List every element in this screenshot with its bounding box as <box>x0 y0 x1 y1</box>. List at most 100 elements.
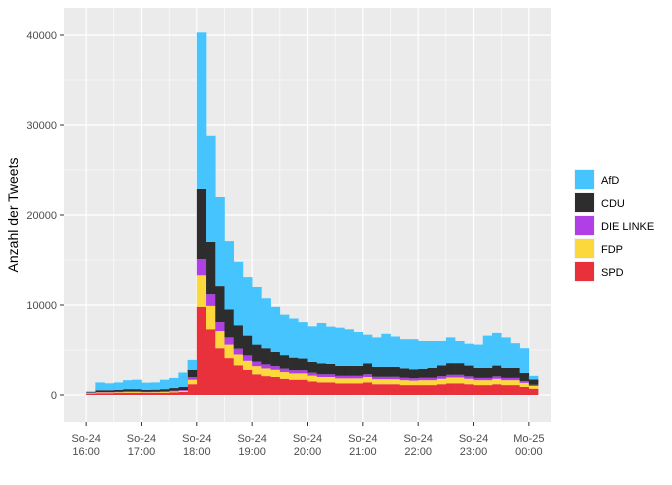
bar-segment <box>427 368 437 378</box>
bar-segment <box>105 390 115 392</box>
bar-segment <box>363 335 373 364</box>
bar-segment <box>243 336 253 356</box>
bar-segment <box>234 262 244 325</box>
bar-segment <box>326 364 336 374</box>
bar-segment <box>95 390 105 392</box>
bar-segment <box>326 327 336 364</box>
bar-segment <box>529 386 539 389</box>
bar-segment <box>317 374 327 377</box>
bar-segment <box>188 377 198 380</box>
bar-segment <box>224 358 234 395</box>
bar-segment <box>455 375 465 378</box>
bar-segment <box>151 382 161 389</box>
bar-segment <box>344 366 354 376</box>
bar-segment <box>372 337 382 367</box>
bar-segment <box>529 379 539 384</box>
bar-segment <box>344 329 354 366</box>
bar-segment <box>492 376 502 378</box>
bar-segment <box>234 349 244 355</box>
bar-segment <box>391 367 401 377</box>
bar-segment <box>178 387 188 390</box>
bar-segment <box>234 365 244 395</box>
bar-segment <box>105 392 115 393</box>
bar-segment <box>474 380 484 385</box>
bar-segment <box>326 377 336 382</box>
bar-segment <box>344 383 354 395</box>
bar-segment <box>492 366 502 377</box>
bar-segment <box>261 376 271 395</box>
bar-segment <box>372 377 382 379</box>
bar-segment <box>243 370 253 395</box>
bar-segment <box>363 382 373 395</box>
bar-segment <box>409 339 419 369</box>
bar-segment <box>354 332 364 366</box>
bar-segment <box>483 368 493 378</box>
bar-segment <box>243 355 253 360</box>
bar-segment <box>520 387 530 395</box>
bar-segment <box>474 368 484 378</box>
bar-segment <box>501 378 511 380</box>
bar-segment <box>123 380 133 389</box>
bar-segment <box>151 390 161 392</box>
bar-segment <box>188 360 198 370</box>
bar-segment <box>427 378 437 380</box>
bar-segment <box>132 389 142 391</box>
bar-segment <box>418 369 428 378</box>
bar-segment <box>381 334 391 367</box>
bar-segment <box>474 385 484 395</box>
bar-segment <box>446 383 456 395</box>
bar-segment <box>160 393 170 395</box>
bar-segment <box>418 385 428 395</box>
bar-segment <box>464 376 474 378</box>
bar-segment <box>141 390 151 392</box>
bar-segment <box>298 370 308 373</box>
bar-segment <box>308 326 318 362</box>
bar-segment <box>381 377 391 379</box>
bar-segment <box>427 341 437 368</box>
bar-segment <box>206 294 216 306</box>
bar-segment <box>252 374 262 395</box>
bar-segment <box>446 377 456 383</box>
bar-segment <box>169 388 179 391</box>
bar-segment <box>354 366 364 376</box>
bar-segment <box>95 392 105 393</box>
bar-segment <box>197 259 207 275</box>
bar-segment <box>114 390 124 392</box>
bar-segment <box>455 383 465 395</box>
bar-segment <box>455 341 465 363</box>
bar-segment <box>178 392 188 395</box>
bar-segment <box>224 241 234 309</box>
bar-segment <box>252 287 262 345</box>
bar-segment <box>86 392 96 393</box>
bar-segment <box>151 393 161 395</box>
bar-segment <box>298 373 308 379</box>
legend-swatch <box>575 239 594 258</box>
bar-segment <box>271 352 281 366</box>
bar-segment <box>206 136 216 242</box>
bar-segment <box>160 392 170 393</box>
bar-segment <box>123 391 133 392</box>
bar-segment <box>326 382 336 395</box>
bar-segment <box>520 373 530 381</box>
bar-segment <box>197 275 207 307</box>
bar-segment <box>492 333 502 366</box>
y-tick-label: 20000 <box>26 210 57 222</box>
bar-segment <box>464 344 474 366</box>
bar-segment <box>391 377 401 379</box>
bar-segment <box>335 383 345 395</box>
legend-swatch <box>575 216 594 235</box>
bar-segment <box>409 385 419 395</box>
bar-segment <box>391 337 401 367</box>
bar-segment <box>510 343 520 368</box>
bar-segment <box>400 339 410 368</box>
bar-segment <box>215 331 225 348</box>
bar-segment <box>105 383 115 390</box>
bar-segment <box>206 242 216 294</box>
bar-segment <box>464 366 474 377</box>
bar-segment <box>317 382 327 395</box>
